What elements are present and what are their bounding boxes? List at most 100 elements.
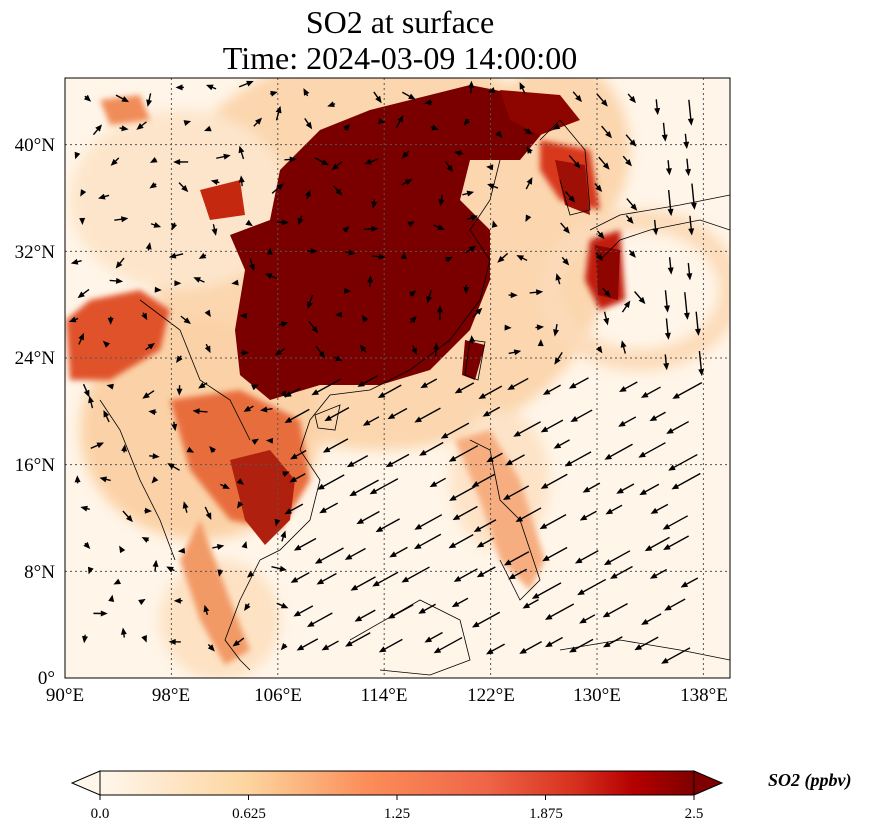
wind-arrow [303,88,310,97]
wind-arrow [307,294,314,310]
lon-tick-label: 98°E [151,685,191,706]
wind-arrow [649,411,666,422]
wind-arrow [619,381,638,392]
wind-arrow [311,378,341,396]
wind-arrow [436,305,443,321]
wind-arrow [77,288,90,299]
wind-arrow [698,351,705,377]
wind-arrow [634,636,659,651]
map-frame [64,77,731,679]
wind-arrow [280,390,287,399]
wind-arrow [149,156,158,163]
wind-arrow [174,280,182,287]
wind-arrow [438,194,445,207]
wind-arrow [665,160,672,176]
wind-arrow [560,222,570,234]
wind-arrow [106,383,114,390]
wind-arrow [638,442,666,458]
wind-arrow [114,216,129,223]
wind-arrow [622,155,632,167]
wind-arrow [314,157,329,166]
wind-arrow [168,252,184,259]
wind-arrow [522,599,539,609]
wind-arrow [448,445,479,462]
wind-arrow [141,312,148,321]
wind-arrow [482,406,501,417]
wind-arrow [555,273,562,285]
wind-arrow [141,635,147,643]
wind-arrow [331,161,343,171]
wind-arrow [210,179,220,186]
wind-arrow [448,534,474,549]
wind-arrow [271,565,287,572]
so2-hotspot-china [230,85,545,400]
wind-arrow [175,355,183,363]
wind-arrow [504,324,512,331]
wind-arrow [553,439,570,449]
colorbar-tick-label: 1.875 [529,806,563,822]
lat-tick-label: 16°N [14,455,55,476]
wind-arrow [99,476,111,483]
wind-arrow [92,124,103,136]
wind-arrow [663,535,689,551]
wind-arrow [93,610,108,617]
wind-arrow [609,565,633,579]
wind-arrow [346,455,369,468]
wind-arrow [364,225,379,232]
wind-arrow [594,183,603,193]
wind-arrow [683,292,690,320]
wind-arrow [377,384,402,399]
wind-arrow [466,214,479,221]
wind-arrow [324,406,350,422]
wind-arrow [80,189,87,197]
wind-arrow [217,569,224,577]
map-title: SO2 at surface [305,4,495,40]
wind-arrow [78,332,85,345]
wind-arrow [395,115,404,129]
wind-arrow [238,175,245,187]
wind-arrow [356,510,380,525]
wind-arrow [409,315,417,324]
wind-arrow [146,93,153,107]
wind-arrow [378,118,386,124]
wind-arrow [136,121,147,130]
wind-arrow [487,183,499,190]
wind-arrow [602,636,623,648]
wind-arrow [244,603,251,612]
wind-arrow [478,385,503,400]
wind-arrow [148,409,157,416]
wind-arrow [577,578,607,596]
wind-arrow [663,290,670,313]
wind-arrow [667,257,674,275]
wind-arrow [452,505,478,521]
wind-arrow [539,513,567,530]
wind-arrow [115,257,125,269]
wind-arrow [152,559,159,572]
wind-arrow [433,636,463,654]
wind-arrow [216,153,231,160]
wind-arrow [535,324,545,331]
wind-arrow [445,161,454,173]
wind-arrow [276,602,289,609]
wind-arrow [668,453,698,471]
wind-arrow [90,442,105,449]
lon-tick-label: 90°E [45,685,85,706]
wind-arrow [564,191,576,203]
wind-arrow [552,123,561,130]
wind-arrow [625,215,634,224]
lat-tick-label: 40°N [14,135,55,156]
wind-arrow [371,253,386,260]
wind-arrow [166,566,175,573]
wind-arrow [621,300,631,313]
wind-arrow [203,604,210,615]
wind-arrow [680,577,699,588]
wind-arrow [526,146,533,154]
wind-arrow [418,603,436,614]
wind-arrow [115,94,130,103]
wind-arrow [220,483,230,489]
wind-arrow [145,343,155,351]
wind-arrow [640,386,661,398]
wind-arrow [491,220,498,228]
wind-arrow [595,345,603,354]
wind-arrow [344,547,366,560]
